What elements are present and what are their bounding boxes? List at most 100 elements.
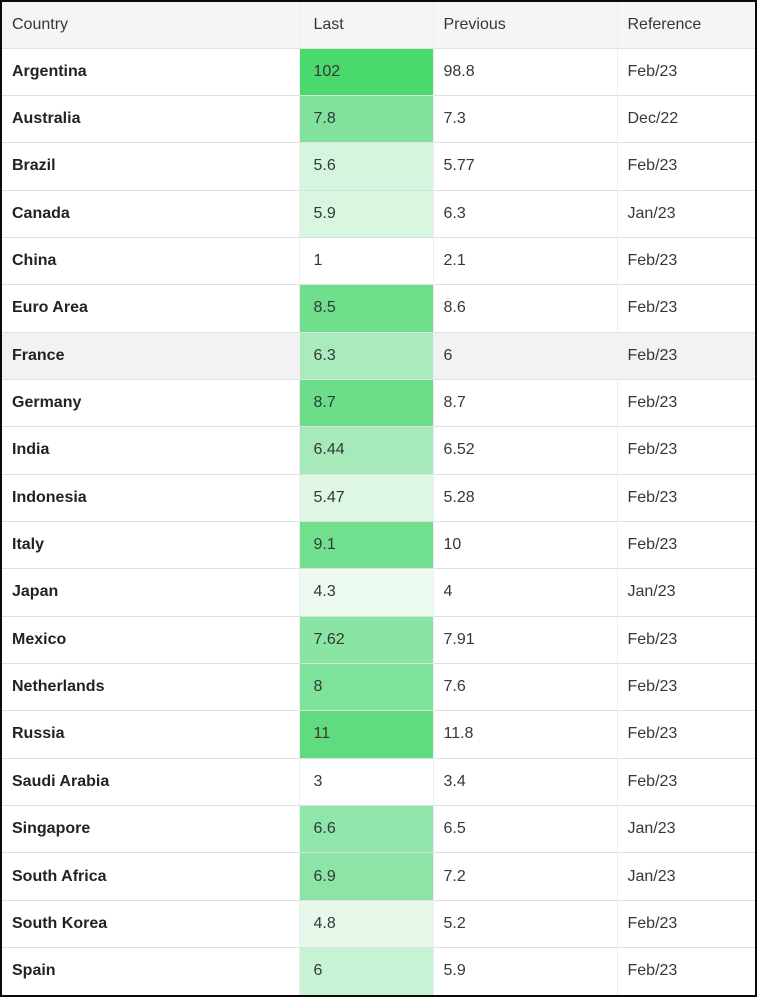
previous-value-cell: 11.8: [432, 710, 617, 759]
last-value-cell: 11: [298, 710, 433, 759]
reference-cell: Feb/23: [616, 710, 755, 759]
last-value-cell: 3: [298, 757, 433, 806]
country-cell[interactable]: Canada: [2, 189, 299, 238]
table-body: Argentina 102 98.8 Feb/23 Australia 7.8 7.3 Dec…: [2, 48, 755, 995]
header-country: Country: [2, 2, 299, 49]
table-row[interactable]: Japan 4.3 4 Jan/23: [2, 568, 755, 617]
country-cell[interactable]: Italy: [2, 520, 299, 569]
last-value-cell: 5.6: [298, 142, 433, 191]
previous-value-cell: 98.8: [432, 48, 617, 96]
country-cell[interactable]: Euro Area: [2, 284, 299, 333]
last-value-cell: 6.3: [298, 331, 433, 380]
last-value-cell: 8.7: [298, 378, 433, 427]
previous-value-cell: 7.2: [432, 852, 617, 901]
previous-value-cell: 8.7: [432, 378, 617, 427]
last-value-cell: 6.6: [298, 804, 433, 853]
country-cell[interactable]: South Africa: [2, 852, 299, 901]
previous-value-cell: 7.3: [432, 94, 617, 143]
table-row[interactable]: Russia 11 11.8 Feb/23: [2, 710, 755, 759]
header-previous: Previous: [432, 2, 617, 49]
country-cell[interactable]: Australia: [2, 94, 299, 143]
last-value-cell: 7.62: [298, 615, 433, 664]
previous-value-cell: 6.3: [432, 189, 617, 238]
country-cell[interactable]: South Korea: [2, 899, 299, 948]
last-value-cell: 5.9: [298, 189, 433, 238]
previous-value-cell: 5.28: [432, 473, 617, 522]
country-cell[interactable]: France: [2, 331, 299, 380]
table-row[interactable]: Mexico 7.62 7.91 Feb/23: [2, 615, 755, 664]
reference-cell: Feb/23: [616, 662, 755, 711]
country-cell[interactable]: Germany: [2, 378, 299, 427]
previous-value-cell: 7.6: [432, 662, 617, 711]
country-cell[interactable]: China: [2, 236, 299, 285]
reference-cell: Feb/23: [616, 426, 755, 475]
table-row[interactable]: Netherlands 8 7.6 Feb/23: [2, 662, 755, 711]
previous-value-cell: 7.91: [432, 615, 617, 664]
last-value-cell: 6.9: [298, 852, 433, 901]
table-row[interactable]: Saudi Arabia 3 3.4 Feb/23: [2, 757, 755, 806]
reference-cell: Feb/23: [616, 520, 755, 569]
reference-cell: Feb/23: [616, 899, 755, 948]
country-cell[interactable]: India: [2, 426, 299, 475]
last-value-cell: 1: [298, 236, 433, 285]
table-row[interactable]: South Africa 6.9 7.2 Jan/23: [2, 852, 755, 901]
reference-cell: Feb/23: [616, 947, 755, 995]
previous-value-cell: 6.5: [432, 804, 617, 853]
table-row[interactable]: Spain 6 5.9 Feb/23: [2, 947, 755, 995]
previous-value-cell: 8.6: [432, 284, 617, 333]
last-value-cell: 6.44: [298, 426, 433, 475]
previous-value-cell: 6: [432, 331, 617, 380]
country-cell[interactable]: Russia: [2, 710, 299, 759]
country-cell[interactable]: Indonesia: [2, 473, 299, 522]
table-row[interactable]: Germany 8.7 8.7 Feb/23: [2, 378, 755, 427]
reference-cell: Feb/23: [616, 757, 755, 806]
table-row[interactable]: India 6.44 6.52 Feb/23: [2, 426, 755, 475]
previous-value-cell: 5.9: [432, 947, 617, 995]
table-row[interactable]: Euro Area 8.5 8.6 Feb/23: [2, 284, 755, 333]
last-value-cell: 102: [298, 48, 433, 96]
country-cell[interactable]: Netherlands: [2, 662, 299, 711]
reference-cell: Jan/23: [616, 568, 755, 617]
country-cell[interactable]: Brazil: [2, 142, 299, 191]
last-value-cell: 9.1: [298, 520, 433, 569]
last-value-cell: 7.8: [298, 94, 433, 143]
table-row[interactable]: South Korea 4.8 5.2 Feb/23: [2, 899, 755, 948]
table-row[interactable]: China 1 2.1 Feb/23: [2, 236, 755, 285]
table-row[interactable]: Australia 7.8 7.3 Dec/22: [2, 94, 755, 143]
reference-cell: Dec/22: [616, 94, 755, 143]
reference-cell: Feb/23: [616, 142, 755, 191]
previous-value-cell: 5.2: [432, 899, 617, 948]
table-row[interactable]: Indonesia 5.47 5.28 Feb/23: [2, 473, 755, 522]
last-value-cell: 8.5: [298, 284, 433, 333]
reference-cell: Feb/23: [616, 331, 755, 380]
reference-cell: Feb/23: [616, 615, 755, 664]
header-row: Country Last Previous Reference: [2, 2, 755, 49]
previous-value-cell: 5.77: [432, 142, 617, 191]
country-cell[interactable]: Spain: [2, 947, 299, 995]
reference-cell: Jan/23: [616, 189, 755, 238]
header-reference: Reference: [616, 2, 755, 49]
reference-cell: Feb/23: [616, 473, 755, 522]
table-row[interactable]: France 6.3 6 Feb/23: [2, 331, 755, 380]
last-value-cell: 4.3: [298, 568, 433, 617]
table-row[interactable]: Italy 9.1 10 Feb/23: [2, 520, 755, 569]
table-row[interactable]: Singapore 6.6 6.5 Jan/23: [2, 804, 755, 853]
country-cell[interactable]: Singapore: [2, 804, 299, 853]
country-cell[interactable]: Japan: [2, 568, 299, 617]
last-value-cell: 8: [298, 662, 433, 711]
previous-value-cell: 2.1: [432, 236, 617, 285]
country-cell[interactable]: Mexico: [2, 615, 299, 664]
previous-value-cell: 3.4: [432, 757, 617, 806]
header-last: Last: [298, 2, 433, 49]
previous-value-cell: 6.52: [432, 426, 617, 475]
country-cell[interactable]: Argentina: [12, 62, 87, 80]
table-row[interactable]: Canada 5.9 6.3 Jan/23: [2, 189, 755, 238]
table-row[interactable]: Argentina 102 98.8 Feb/23: [2, 48, 755, 96]
reference-cell: Feb/23: [616, 284, 755, 333]
reference-cell: Jan/23: [616, 852, 755, 901]
country-cell[interactable]: Saudi Arabia: [2, 757, 299, 806]
table-row[interactable]: Brazil 5.6 5.77 Feb/23: [2, 142, 755, 191]
last-value-cell: 6: [298, 947, 433, 995]
